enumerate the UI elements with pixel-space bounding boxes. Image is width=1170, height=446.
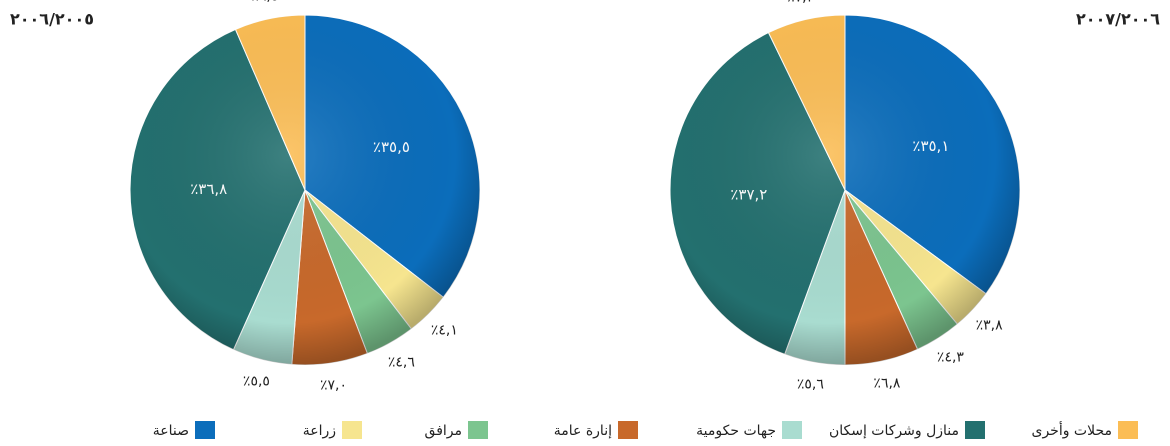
legend-label: جهات حكومية: [696, 423, 776, 439]
slice-label: ٪٣٥,٥: [373, 138, 410, 156]
chart-title: ٢٠٠٧/٢٠٠٦: [1076, 10, 1160, 29]
slice-label-outside: ٪٣,٨: [976, 317, 1004, 333]
slice-label-outside: ٪٦,٥: [251, 0, 278, 4]
slice-label-outside: ٪٥,٦: [797, 377, 824, 393]
legend-swatch: [782, 421, 802, 439]
slice-label-outside: ٪٧,٠: [320, 378, 347, 394]
legend-label: منازل وشركات إسكان: [829, 423, 959, 439]
slice-label-outside: ٪٤,٦: [388, 355, 415, 371]
slice-label: ٪٣٦,٨: [190, 180, 227, 198]
legend-swatch: [342, 421, 362, 439]
legend-label: مرافق: [425, 423, 462, 439]
slice-label-outside: ٪٧,٢: [787, 0, 814, 5]
slice-label-outside: ٪٦,٨: [873, 375, 901, 391]
legend-label: إنارة عامة: [554, 423, 612, 439]
legend-swatch: [965, 421, 985, 439]
slice-label-outside: ٪٤,١: [431, 322, 458, 338]
legend-label: محلات وأخرى: [1031, 421, 1112, 439]
legend-swatch: [1118, 421, 1138, 439]
slice-label: ٪٣٥,١: [912, 137, 949, 155]
slice-label: ٪٣٧,٢: [730, 185, 767, 203]
legend-label: زراعة: [303, 423, 336, 439]
slice-label-outside: ٪٥,٥: [243, 374, 270, 390]
chart-title: ٢٠٠٦/٢٠٠٥: [10, 10, 94, 29]
legend-swatch: [468, 421, 488, 439]
legend-swatch: [195, 421, 215, 439]
slice-label-outside: ٪٤,٣: [937, 349, 965, 365]
legend-label: صناعة: [153, 423, 189, 439]
legend-swatch: [618, 421, 638, 439]
